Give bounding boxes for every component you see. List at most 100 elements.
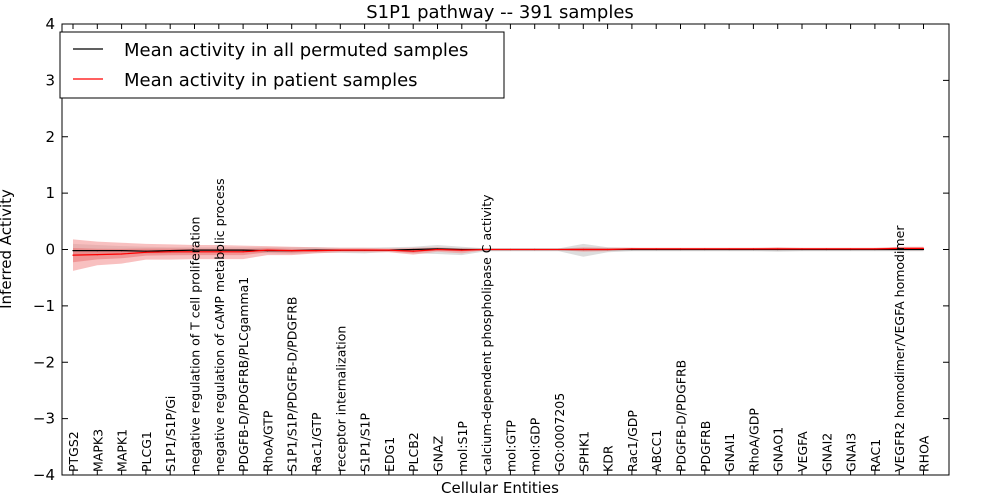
x-tick-label: GNAI2 [819, 433, 834, 472]
point-patient-mean-30 [801, 248, 803, 250]
x-tick-label: RhoA/GDP [746, 408, 761, 472]
point-patient-mean-6 [218, 251, 220, 253]
chart-title: S1P1 pathway -- 391 samples [366, 2, 634, 23]
x-tick-label: negative regulation of cAMP metabolic pr… [212, 178, 227, 472]
series-lines [72, 247, 925, 256]
x-tick-label: GNAI1 [722, 433, 737, 472]
x-tick-label: GNAO1 [771, 427, 786, 472]
point-patient-mean-35 [922, 247, 925, 249]
point-patient-mean-12 [364, 249, 366, 251]
point-patient-mean-20 [558, 248, 560, 251]
y-tick-label: −1 [33, 297, 55, 315]
point-patient-mean-11 [339, 249, 341, 251]
band-patient [73, 239, 924, 271]
point-patient-mean-10 [315, 250, 317, 252]
point-patient-mean-27 [728, 248, 730, 250]
x-tick-label: PDGFB-D/PDGFRB [674, 360, 689, 472]
x-tick-label: MAPK3 [90, 429, 105, 472]
x-tick-label: GNAI3 [844, 433, 859, 472]
legend: Mean activity in all permuted samples Me… [59, 31, 505, 99]
x-tick-label: RAC1 [868, 439, 883, 472]
point-patient-mean-28 [752, 248, 755, 250]
band-patient-inner [73, 247, 924, 263]
x-tick-label: KDR [601, 445, 616, 472]
point-patient-mean-31 [825, 248, 827, 250]
legend-label-patient: Mean activity in patient samples [124, 70, 418, 91]
point-patient-mean-26 [704, 248, 706, 250]
x-tick-label: PLCB2 [406, 432, 421, 472]
x-tick-label: GO:0007205 [552, 393, 567, 472]
x-tick-label: calcium-dependent phospholipase C activi… [479, 194, 494, 472]
y-tick-label: −2 [33, 353, 55, 371]
point-patient-mean-16 [461, 249, 463, 251]
point-patient-mean-5 [193, 251, 196, 253]
x-tick-label: PDGFRB [698, 421, 713, 472]
y-tick-label: 0 [45, 241, 55, 259]
x-tick-label: SPHK1 [576, 431, 591, 472]
x-tick-label: receptor internalization [333, 326, 348, 472]
point-patient-mean-25 [679, 248, 682, 250]
point-patient-mean-24 [655, 248, 657, 250]
point-permuted-mean-14 [412, 248, 414, 251]
x-tick-label: negative regulation of T cell proliferat… [188, 217, 203, 472]
point-patient-mean-21 [582, 248, 584, 251]
point-permuted-mean-3 [145, 250, 147, 252]
point-patient-mean-29 [777, 248, 779, 250]
x-tick-label: EDG1 [382, 437, 397, 472]
point-permuted-mean-5 [193, 249, 196, 251]
x-tick-label: RhoA/GTP [260, 410, 275, 472]
x-tick-label: GNAZ [431, 436, 446, 472]
x-tick-label: S1P1/S1P/Gi [163, 396, 178, 472]
point-patient-mean-9 [291, 250, 293, 252]
point-patient-mean-23 [631, 248, 633, 250]
point-patient-mean-15 [436, 248, 439, 251]
x-tick-label: RHOA [917, 435, 932, 472]
y-tick-label: 3 [45, 71, 55, 89]
point-patient-mean-7 [242, 251, 244, 253]
point-patient-mean-17 [485, 248, 487, 251]
point-patient-mean-2 [121, 253, 123, 255]
x-tick-label: mol:GTP [503, 420, 518, 472]
x-axis-label: Cellular Entities [441, 479, 559, 497]
y-tick-label: −3 [33, 410, 55, 428]
x-tick-label: Rac1/GDP [625, 410, 640, 472]
point-patient-mean-34 [898, 247, 900, 249]
x-tick-label: mol:S1P [455, 421, 470, 472]
y-tick-label: 4 [45, 15, 55, 33]
point-patient-mean-3 [145, 251, 147, 253]
x-tick-label: Rac1/GTP [309, 412, 324, 472]
point-patient-mean-14 [412, 250, 414, 252]
x-tick-label: PTGS2 [66, 431, 81, 472]
x-axis: PTGS2 MAPK3 MAPK1 PLCG1 S1P1/S1P/Gi negative … [66, 24, 932, 475]
point-permuted-mean-2 [121, 250, 123, 252]
x-tick-label: ABCC1 [649, 430, 664, 472]
point-patient-mean-22 [607, 248, 609, 251]
confidence-bands [73, 239, 924, 271]
point-permuted-mean-6 [218, 249, 220, 251]
point-patient-mean-33 [874, 248, 876, 250]
x-tick-label: S1P1/S1P [358, 413, 373, 472]
point-patient-mean-32 [850, 248, 852, 250]
point-patient-mean-13 [388, 249, 390, 251]
x-tick-label: VEGFR2 homodimer/VEGFA homodimer [892, 225, 907, 472]
point-patient-mean-4 [169, 251, 171, 253]
point-permuted-mean-0 [72, 250, 74, 252]
point-patient-mean-1 [96, 254, 98, 256]
point-permuted-mean-4 [169, 250, 171, 252]
y-tick-label: 2 [45, 128, 55, 146]
y-tick-label: 1 [45, 184, 55, 202]
point-permuted-mean-7 [242, 249, 244, 251]
point-patient-mean-18 [509, 248, 511, 251]
point-patient-mean-8 [266, 249, 268, 251]
y-tick-label: −4 [33, 466, 55, 484]
legend-label-permuted: Mean activity in all permuted samples [124, 40, 468, 61]
y-axis: −4 −3 −2 −1 0 1 2 3 4 [33, 15, 949, 484]
x-tick-label: MAPK1 [115, 429, 130, 472]
x-tick-label: S1P1/S1P/PDGFB-D/PDGFRB [285, 297, 300, 473]
x-tick-label: mol:GDP [528, 417, 543, 472]
point-permuted-mean-1 [96, 250, 98, 252]
x-tick-label: PDGFB-D/PDGFRB/PLCgamma1 [236, 277, 251, 472]
point-permuted-mean-35 [922, 248, 925, 251]
point-patient-mean-0 [72, 254, 74, 256]
